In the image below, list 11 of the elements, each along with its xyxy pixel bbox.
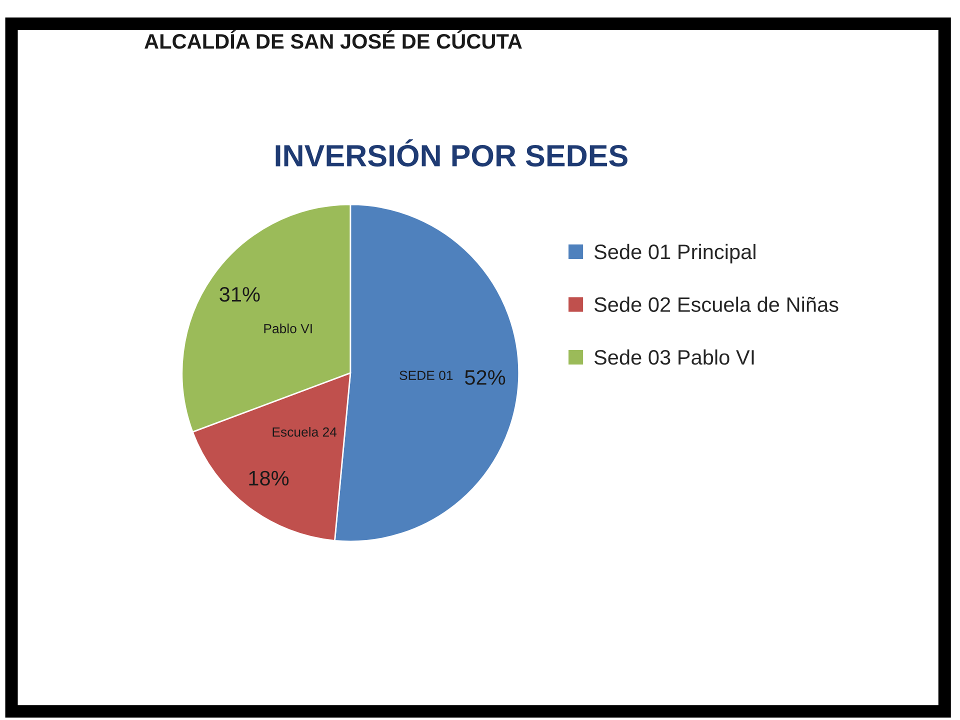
data-label: 31% <box>220 286 260 302</box>
data-label: 18% <box>249 470 289 486</box>
legend-label: Sede 01 Principal <box>594 244 756 264</box>
text: ALCALDÍA DE SAN JOSÉ DE CÚCUTA <box>144 30 522 49</box>
text: Escuela 24 <box>272 427 337 437</box>
text: SEDE 01 <box>400 370 453 380</box>
chart-title: INVERSIÓN POR SEDES <box>276 139 628 167</box>
legend-label: Sede 03 Pablo VI <box>594 349 754 365</box>
legend-label: Sede 02 Escuela de Niñas <box>594 296 838 312</box>
text: Pablo VI <box>264 324 312 334</box>
data-label: 52% <box>465 370 506 385</box>
